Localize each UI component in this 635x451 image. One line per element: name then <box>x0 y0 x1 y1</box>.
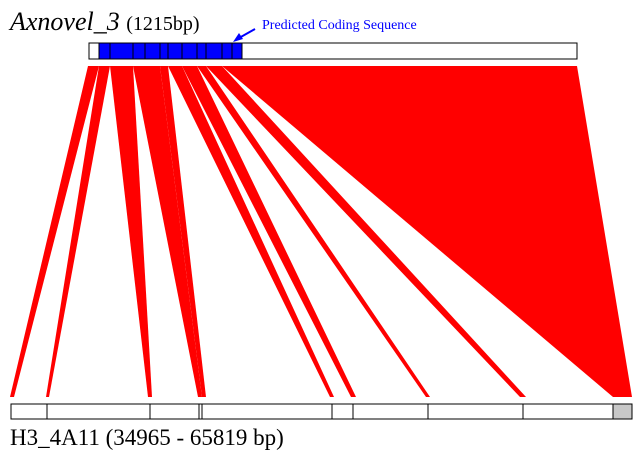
genomic-exon-boundaries <box>46 404 524 419</box>
cds-region <box>98 42 243 60</box>
alignment-wedges <box>10 66 632 397</box>
transcript-exon-boundaries <box>109 43 233 59</box>
genomic-bar <box>10 403 633 420</box>
alignment-wedge-6 <box>168 66 334 397</box>
cds-arrow-icon <box>233 28 256 42</box>
alignment-wedge-10 <box>222 66 632 397</box>
transcript-title: Axnovel_3 (1215bp) <box>8 7 200 36</box>
transcript-length: (1215bp) <box>126 13 199 35</box>
alignment-wedge-5 <box>160 66 206 397</box>
transcript-name: Axnovel_3 <box>8 7 120 36</box>
transcript-bar <box>88 42 578 60</box>
alignment-wedge-4 <box>133 66 202 397</box>
genomic-utr-block <box>612 403 633 420</box>
alignment-wedge-7 <box>182 66 356 397</box>
genomic-label: H3_4A11 (34965 - 65819 bp) <box>10 425 284 450</box>
alignment-wedge-2 <box>46 66 110 397</box>
cds-label: Predicted Coding Sequence <box>262 18 417 33</box>
alignment-wedge-8 <box>197 66 430 397</box>
alignment-wedge-3 <box>110 66 152 397</box>
alignment-wedge-1 <box>10 66 99 397</box>
genomic-outline <box>10 403 633 420</box>
alignment-wedge-9 <box>206 66 526 397</box>
